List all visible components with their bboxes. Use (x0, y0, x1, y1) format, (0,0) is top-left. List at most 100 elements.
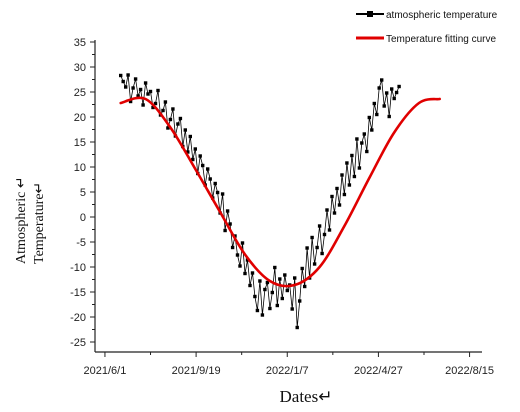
fit-layer (119, 96, 441, 288)
data-point (270, 290, 274, 295)
data-point (151, 105, 155, 110)
y-tick-label: -15 (70, 287, 86, 299)
data-point (143, 81, 148, 85)
data-point (126, 73, 130, 77)
data-point (168, 117, 173, 122)
x-tick-label: 2021/6/1 (84, 365, 127, 377)
data-point (330, 194, 334, 199)
data-point (248, 283, 252, 288)
data-point (340, 173, 344, 177)
data-point (121, 79, 125, 84)
legend: atmospheric temperature Temperature fitt… (356, 10, 498, 45)
data-point (235, 253, 240, 257)
axes: -25 -20 -15 -10 -5 0 5 10 15 20 25 30 35 2021/6/1 2021… (70, 37, 494, 377)
data-point (223, 228, 227, 233)
data-point (136, 94, 140, 98)
data-point (370, 128, 374, 132)
data-point (201, 163, 205, 168)
data-point (397, 84, 401, 89)
data-point (295, 325, 299, 330)
data-point (255, 308, 260, 313)
data-point (355, 137, 359, 141)
data-point (213, 181, 217, 186)
data-point (138, 87, 143, 92)
data-point (347, 183, 352, 187)
data-point (156, 88, 160, 93)
data-point (238, 264, 242, 268)
data-point (280, 296, 284, 301)
data-point (325, 208, 329, 212)
data-point (310, 235, 314, 240)
data-point (146, 92, 150, 96)
data-point (188, 134, 192, 139)
y-tick-label: 15 (74, 137, 86, 149)
data-point (360, 141, 364, 145)
data-point (198, 154, 202, 158)
legend-fit-label: Temperature fitting curve (386, 34, 496, 45)
data-point (163, 100, 168, 104)
data-point (320, 251, 324, 256)
data-point (230, 245, 235, 250)
y-tick-label: 30 (74, 62, 86, 74)
data-point (206, 167, 210, 171)
data-point (377, 86, 381, 90)
data-point (186, 150, 190, 154)
data-point (375, 112, 379, 117)
x-tick-label: 2021/9/19 (172, 365, 221, 377)
data-point (305, 246, 309, 250)
data-point (362, 132, 366, 136)
y-tick-label: 5 (80, 187, 86, 199)
data-point (365, 149, 369, 154)
data-point (208, 177, 212, 181)
data-point (342, 192, 347, 197)
data-point (119, 73, 123, 78)
data-point (322, 232, 327, 237)
data-point (385, 91, 389, 95)
x-tick-label: 2022/8/15 (445, 365, 494, 377)
data-point (392, 96, 396, 101)
data-point (367, 115, 371, 120)
y-tick-label: 0 (80, 212, 86, 224)
data-point (278, 277, 282, 281)
data-point (300, 266, 304, 271)
data-point (380, 78, 384, 82)
data-point (285, 288, 289, 293)
data-point (290, 307, 294, 311)
data-point (352, 174, 357, 179)
data-point (124, 85, 128, 89)
data-point (243, 271, 247, 276)
data-point (193, 147, 197, 151)
data-point (228, 222, 232, 226)
data-point (133, 77, 138, 81)
data-point (350, 153, 354, 158)
data-point (357, 166, 362, 170)
y-tick-label: 35 (74, 37, 86, 49)
data-point (253, 294, 257, 299)
data-point (250, 271, 255, 275)
data-point (387, 114, 391, 119)
data-point (171, 107, 175, 111)
data-point (258, 279, 262, 283)
y-tick-label: -10 (70, 262, 86, 274)
data-point (148, 89, 153, 94)
data-point (275, 303, 279, 308)
data-point (317, 224, 322, 228)
data-point (345, 161, 349, 165)
data-point (372, 101, 376, 106)
x-tick-label: 2022/1/7 (266, 365, 309, 377)
data-point (390, 87, 394, 91)
x-tick-label: 2022/4/27 (354, 365, 403, 377)
y-tick-label: -20 (70, 312, 86, 324)
data-point (332, 211, 337, 215)
y-tick-label: 10 (74, 162, 86, 174)
data-point (166, 126, 170, 130)
legend-observed-marker (367, 11, 373, 17)
data-point (215, 190, 220, 195)
data-point (265, 280, 270, 285)
series-line-temperature-fitting-curve (119, 96, 441, 288)
legend-observed-label: atmospheric temperature (386, 10, 498, 21)
y-tick-label: 20 (74, 112, 86, 124)
data-point (268, 306, 272, 311)
